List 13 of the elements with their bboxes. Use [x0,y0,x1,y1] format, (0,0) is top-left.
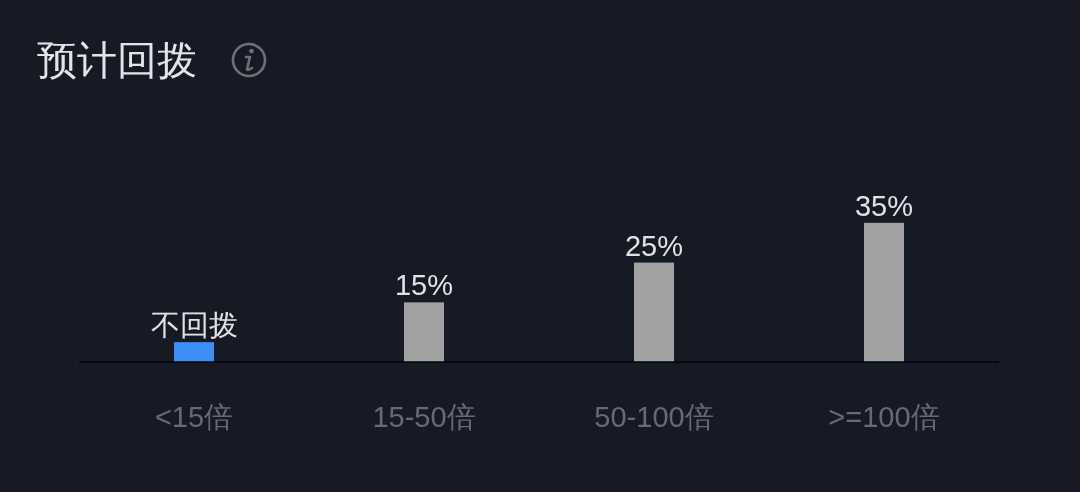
bar [404,302,444,362]
bar [174,342,214,362]
data-label: 25% [624,229,684,262]
bar [864,222,904,362]
data-label: 15% [394,269,454,302]
data-label: 不回拨 [150,309,238,342]
x-tick-label: <15倍 [154,401,234,433]
x-tick-label: 15-50倍 [372,401,476,433]
chart-title: 预计回拨 [37,38,197,82]
data-label: 35% [854,189,914,222]
x-tick-label: 50-100倍 [594,401,714,433]
x-tick-label: >=100倍 [828,401,940,433]
bar [634,262,674,362]
